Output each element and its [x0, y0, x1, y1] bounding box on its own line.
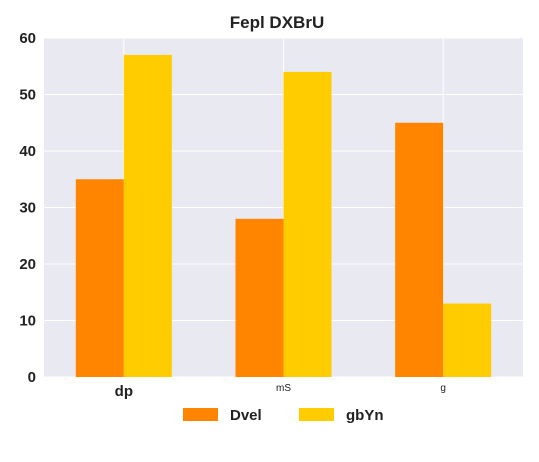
legend-swatch-Dvel — [183, 408, 218, 421]
legend-label: Dvel — [230, 407, 262, 424]
plot-area: 0 10 20 30 40 50 60 dp mS g — [19, 30, 523, 400]
x-tick-label: mS — [276, 383, 291, 394]
legend-label: gbYn — [346, 407, 384, 424]
bar-gbYn-g — [443, 303, 492, 377]
x-tick-label: dp — [115, 383, 133, 400]
y-tick-label: 60 — [19, 30, 36, 47]
legend-swatch-gbYn — [299, 408, 334, 421]
legend: Dvel gbYn — [183, 407, 384, 424]
y-tick-label: 10 — [19, 313, 36, 330]
bar-Dvel-mS — [235, 218, 284, 377]
y-tick-label: 20 — [19, 256, 36, 273]
x-tick-label: g — [440, 383, 446, 394]
bar-gbYn-mS — [283, 71, 332, 378]
y-tick-label: 40 — [19, 143, 36, 160]
bar-Dvel-g — [395, 122, 444, 377]
bar-Dvel-dp — [75, 179, 124, 377]
chart-title: Fepl DXBrU — [230, 13, 324, 32]
y-tick-label: 50 — [19, 87, 36, 104]
y-tick-label: 30 — [19, 200, 36, 217]
bar-gbYn-dp — [123, 54, 172, 377]
y-tick-label: 0 — [28, 369, 36, 386]
